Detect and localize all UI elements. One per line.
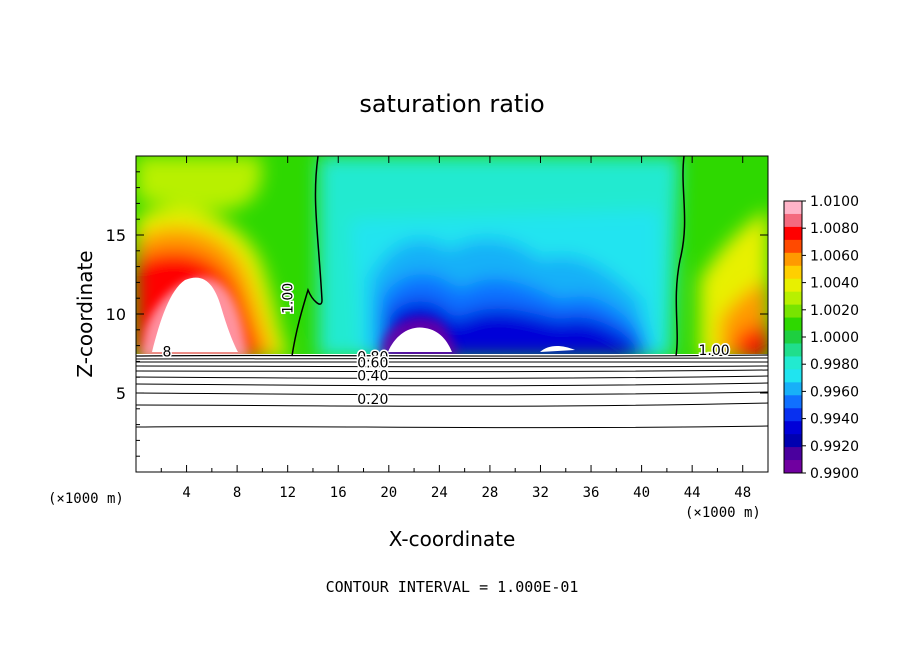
- y-tick-label: 10: [106, 305, 126, 324]
- colorbar-label: 1.0020: [810, 303, 859, 319]
- colorbar-swatch: [784, 213, 802, 228]
- x-tick-label: 32: [532, 485, 549, 501]
- contour-interval-note: CONTOUR INTERVAL = 1.000E-01: [326, 578, 579, 596]
- heatmap-field: [136, 156, 768, 472]
- x-axis-ticks: 4 8 12 16 20 24 28 32 36 40 44 48: [160, 156, 751, 501]
- y-axis-label: Z-coordinate: [73, 250, 97, 377]
- colorbar-swatch: [784, 201, 802, 215]
- x-tick-label: 4: [182, 485, 190, 501]
- y-tick-label: 5: [116, 384, 126, 403]
- x-tick-label: 16: [330, 485, 347, 501]
- colorbar-swatch: [784, 460, 802, 474]
- contour-label: 1.00: [281, 283, 297, 314]
- colorbar-label: 1.0060: [810, 248, 859, 264]
- y-axis-ticks: 5 10 15: [106, 171, 768, 457]
- colorbar-swatch: [784, 291, 802, 306]
- colorbar-swatch: [784, 434, 802, 448]
- colorbar-swatch: [784, 421, 802, 435]
- contour-label: 0.60: [357, 356, 388, 372]
- colorbar-swatch: [784, 317, 802, 332]
- colorbar-label: 0.9900: [810, 466, 859, 482]
- x-axis-label: X-coordinate: [389, 527, 516, 551]
- colorbar-swatch: [784, 369, 802, 383]
- contour-label-halo: 8: [163, 345, 172, 361]
- colorbar: 1.0100 1.0080 1.0060 1.0040 1.0020 1.0000 0.99…: [783, 194, 859, 482]
- x-tick-label: 12: [279, 485, 296, 501]
- colorbar-swatch: [784, 265, 802, 280]
- contour-label: 0.40: [357, 368, 388, 384]
- colorbar-swatch: [784, 278, 802, 293]
- colorbar-label: 0.9960: [810, 384, 859, 400]
- x-tick-label: 8: [233, 485, 241, 501]
- contour-label-halo: 1.00: [281, 283, 297, 314]
- contour-label: 8: [163, 345, 172, 361]
- x-tick-label: 44: [684, 485, 701, 501]
- colorbar-swatch: [784, 330, 802, 344]
- x-unit-label-left: (×1000 m): [48, 491, 124, 507]
- colorbar-swatch: [784, 447, 802, 461]
- contour-label: 1.00: [698, 343, 729, 359]
- colorbar-swatch: [784, 408, 802, 422]
- x-tick-label: 40: [633, 485, 650, 501]
- colorbar-swatch: [784, 239, 802, 254]
- colorbar-label: 0.9920: [810, 439, 859, 455]
- x-tick-label: 20: [380, 485, 397, 501]
- x-tick-label: 48: [734, 485, 751, 501]
- colorbar-label: 1.0100: [810, 194, 859, 210]
- x-unit-label-right: (×1000 m): [685, 505, 761, 521]
- x-tick-label: 28: [481, 485, 498, 501]
- colorbar-label: 1.0040: [810, 276, 859, 292]
- contour-label-halo: 0.80: [357, 349, 388, 365]
- contour-label-halo: 0.60: [357, 356, 388, 372]
- x-tick-label: 24: [431, 485, 448, 501]
- colorbar-swatch: [784, 382, 802, 396]
- x-tick-label: 36: [583, 485, 600, 501]
- y-tick-label: 15: [106, 226, 126, 245]
- contour-label-halo: 1.00: [698, 343, 729, 359]
- colorbar-swatch: [784, 226, 802, 241]
- chart-title: saturation ratio: [359, 90, 544, 118]
- contour-label: 0.20: [357, 392, 388, 408]
- colorbar-swatch: [784, 395, 802, 409]
- contour-labels: 1.001.001.001.000.800.800.600.600.400.40…: [161, 281, 731, 409]
- colorbar-label: 1.0080: [810, 221, 859, 237]
- colorbar-swatch: [784, 356, 802, 370]
- contour-label-halo: 0.40: [357, 368, 388, 384]
- colorbar-swatch: [784, 252, 802, 267]
- colorbar-swatch: [784, 304, 802, 319]
- colorbar-label: 0.9940: [810, 412, 859, 428]
- contour-label-halo: 0.20: [357, 392, 388, 408]
- colorbar-swatch: [784, 343, 802, 357]
- contour-label: 0.80: [357, 349, 388, 365]
- colorbar-label: 1.0000: [810, 330, 859, 346]
- colorbar-label: 0.9980: [810, 357, 859, 373]
